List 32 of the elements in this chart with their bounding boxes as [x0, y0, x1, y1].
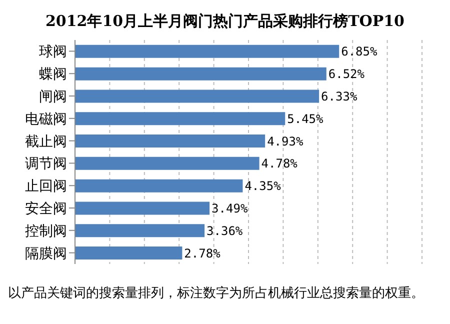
y-tick-label: 调节阀	[25, 156, 67, 172]
y-tick-label: 蝶阀	[39, 66, 67, 83]
y-tick-label: 电磁阀	[25, 111, 67, 128]
data-label: 4.93%	[267, 134, 304, 148]
bar	[75, 202, 210, 215]
data-label: 3.36%	[206, 224, 244, 238]
y-tick-label: 安全阀	[25, 200, 67, 217]
data-label: 6.33%	[321, 89, 358, 104]
data-label: 2.78%	[184, 246, 222, 260]
y-tick-label: 球阀	[39, 44, 67, 60]
data-label: 6.52%	[328, 67, 366, 82]
data-label: 5.45%	[287, 112, 324, 126]
bar	[75, 224, 205, 238]
chart-title: 2012年10月上半月阀门热门产品采购排行榜TOP10	[44, 11, 406, 32]
bar	[75, 67, 326, 80]
bar	[75, 246, 182, 260]
data-label: 3.49%	[212, 201, 248, 216]
bar	[75, 44, 340, 58]
bar	[75, 112, 286, 126]
bar	[75, 90, 320, 103]
data-label: 6.85%	[341, 44, 378, 59]
data-label: 4.35%	[244, 179, 282, 194]
y-tick-label: 截止阀	[25, 134, 67, 150]
bar	[75, 134, 266, 148]
bar	[75, 156, 260, 170]
y-tick-label: 隔膜阀	[25, 246, 67, 262]
text: 以产品关键词的搜索量排列，标注数字为所占机械行业总搜索量的权重。	[8, 285, 425, 302]
y-tick-label: 闸阀	[39, 88, 67, 105]
bar	[75, 179, 243, 192]
y-tick-label: 控制阀	[25, 223, 67, 240]
y-tick-label: 止回阀	[25, 178, 67, 195]
data-label: 4.78%	[261, 156, 298, 171]
